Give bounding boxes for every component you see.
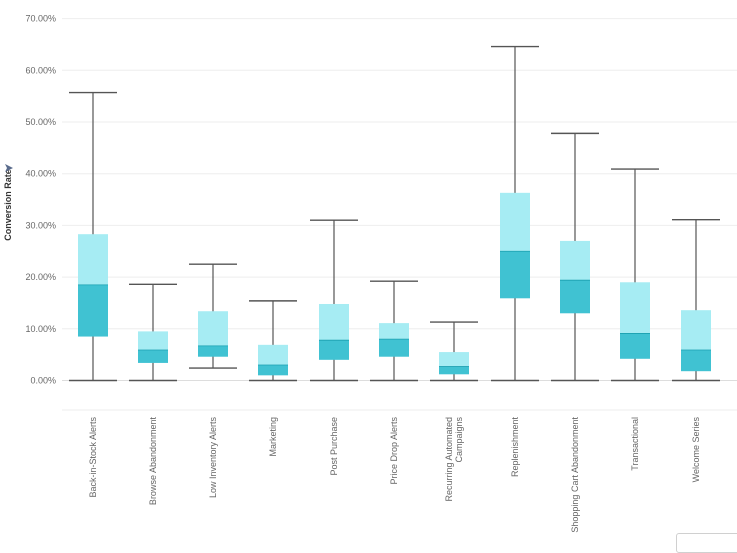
category-label-line: Recurring Automated — [444, 417, 454, 502]
box-lower-quartile — [560, 280, 590, 314]
y-tick-label: 0.00% — [30, 376, 56, 386]
category-label: Marketing — [268, 417, 278, 457]
category-label: Back-in-Stock Alerts — [88, 417, 98, 498]
category-label: Shopping Cart Abandonment — [570, 417, 580, 533]
box-lower-quartile — [439, 366, 469, 375]
y-axis-title-group: Conversion Rate — [3, 164, 13, 241]
box-lower-quartile — [198, 345, 228, 357]
box-upper-quartile — [439, 352, 469, 367]
category-label-line: Browse Abandonment — [148, 417, 158, 506]
box-plot-item — [310, 219, 358, 382]
category-label-line: Transactional — [630, 417, 640, 471]
category-label: Transactional — [630, 417, 640, 471]
y-tick-label: 20.00% — [25, 272, 56, 282]
pin-icon-shape — [5, 164, 13, 172]
box-upper-quartile — [319, 303, 349, 341]
category-label: Browse Abandonment — [148, 417, 158, 506]
x-axis-labels: Back-in-Stock Alerts Browse Abandonment Lo… — [88, 417, 701, 533]
box-upper-quartile — [138, 331, 168, 350]
box-plot-item — [551, 132, 599, 382]
category-label-line: Replenishment — [510, 417, 520, 478]
category-label-line: Welcome Series — [691, 417, 701, 483]
box-lower-quartile — [620, 333, 650, 359]
y-tick-label: 30.00% — [25, 220, 56, 230]
box-plot-item — [189, 263, 237, 369]
boxes-layer — [69, 45, 720, 382]
box-plot-item — [129, 283, 177, 382]
box-upper-quartile — [500, 192, 530, 252]
category-label: Post Purchase — [329, 417, 339, 476]
category-label: Price Drop Alerts — [389, 417, 399, 485]
y-tick-label: 50.00% — [25, 117, 56, 127]
category-label-line: Campaigns — [454, 417, 464, 463]
box-plot-item — [430, 321, 478, 382]
grid-layer — [62, 18, 737, 411]
category-label-line: Price Drop Alerts — [389, 417, 399, 485]
pin-icon — [5, 164, 13, 172]
box-upper-quartile — [78, 234, 108, 285]
category-label: Low Inventory Alerts — [208, 417, 218, 499]
category-label: Welcome Series — [691, 417, 701, 483]
box-plot-item — [611, 168, 659, 382]
box-lower-quartile — [138, 349, 168, 363]
y-tick-label: 10.00% — [25, 324, 56, 334]
box-upper-quartile — [560, 240, 590, 281]
box-plot-item — [69, 91, 117, 382]
corner-widget[interactable] — [676, 533, 737, 553]
box-lower-quartile — [319, 340, 349, 360]
y-tick-label: 70.00% — [25, 14, 56, 24]
category-label-line: Shopping Cart Abandonment — [570, 417, 580, 533]
y-tick-label: 60.00% — [25, 65, 56, 75]
category-label-line: Marketing — [268, 417, 278, 457]
category-label-line: Post Purchase — [329, 417, 339, 476]
category-label: Recurring AutomatedCampaigns — [444, 417, 464, 502]
box-plot-item — [672, 219, 720, 382]
box-upper-quartile — [620, 282, 650, 334]
box-upper-quartile — [258, 344, 288, 365]
box-plot-item — [370, 280, 418, 382]
y-axis-ticks: 0.00% 10.00% 20.00% 30.00% 40.00% 50.00% 60.00… — [25, 14, 56, 386]
box-plot-item — [491, 45, 539, 382]
box-upper-quartile — [681, 310, 711, 350]
box-lower-quartile — [258, 364, 288, 376]
box-upper-quartile — [198, 311, 228, 346]
box-lower-quartile — [379, 339, 409, 357]
category-label: Replenishment — [510, 417, 520, 478]
y-tick-label: 40.00% — [25, 169, 56, 179]
box-lower-quartile — [78, 284, 108, 337]
category-label-line: Low Inventory Alerts — [208, 417, 218, 499]
y-axis-title: Conversion Rate — [3, 169, 13, 241]
box-upper-quartile — [379, 323, 409, 340]
box-plot-item — [249, 300, 297, 382]
box-lower-quartile — [681, 349, 711, 372]
category-label-line: Back-in-Stock Alerts — [88, 417, 98, 498]
box-lower-quartile — [500, 251, 530, 299]
